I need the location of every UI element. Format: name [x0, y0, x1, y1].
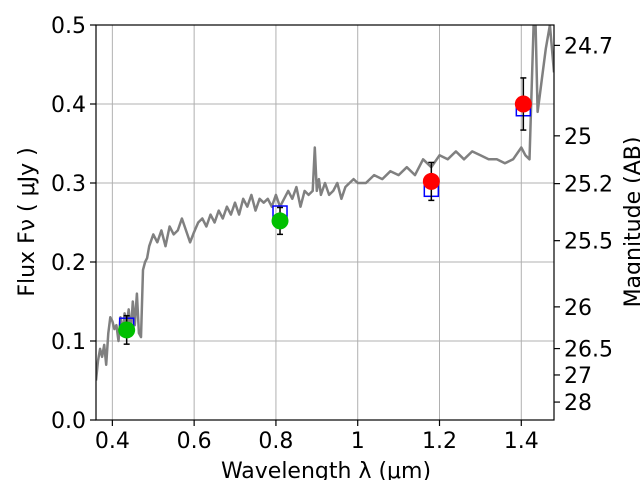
spectrum-layer	[96, 25, 554, 381]
y2-tick-label: 25.5	[564, 230, 613, 255]
y2-tick-label: 25	[564, 125, 592, 150]
axes-frame	[95, 24, 555, 421]
y2-axis-title: Magnitude (AB)	[621, 137, 640, 308]
y2-tick-label: 27	[564, 364, 592, 389]
data-point	[271, 212, 289, 230]
x-axis-ticks: 0.4 0.6 0.8 1 1.2 1.4	[95, 420, 539, 454]
x-tick-label: 1.4	[504, 429, 539, 454]
y2-tick-label: 26.5	[564, 338, 613, 363]
y2-tick-label: 25.2	[564, 173, 613, 198]
spectrum-line	[96, 25, 554, 381]
y-tick-label: 0.4	[51, 93, 86, 118]
y2-tick-label: 28	[564, 391, 592, 416]
y2-tick-label: 24.7	[564, 34, 613, 59]
data-point	[118, 321, 136, 339]
grid-lines	[96, 24, 554, 421]
x-tick-label: 0.8	[258, 429, 293, 454]
x-tick-label: 1	[351, 429, 365, 454]
y-tick-label: 0.0	[51, 409, 86, 434]
y-tick-label: 0.2	[51, 251, 86, 276]
photometry-layer	[118, 77, 532, 345]
data-point	[514, 95, 532, 113]
x-axis-title: Wavelength λ (μm)	[221, 459, 431, 480]
y-axis-title: Flux Fν ( μJy )	[15, 147, 40, 296]
y-tick-label: 0.5	[51, 14, 86, 39]
y-tick-label: 0.3	[51, 172, 86, 197]
x-tick-label: 1.2	[422, 429, 457, 454]
y-tick-label: 0.1	[51, 330, 86, 355]
data-point	[422, 172, 440, 190]
x-tick-label: 0.6	[177, 429, 212, 454]
y2-tick-label: 26	[564, 296, 592, 321]
plot-frame	[95, 24, 555, 421]
x-tick-label: 0.4	[95, 429, 130, 454]
y-axis-ticks: 0.0 0.1 0.2 0.3 0.4 0.5	[51, 14, 96, 434]
